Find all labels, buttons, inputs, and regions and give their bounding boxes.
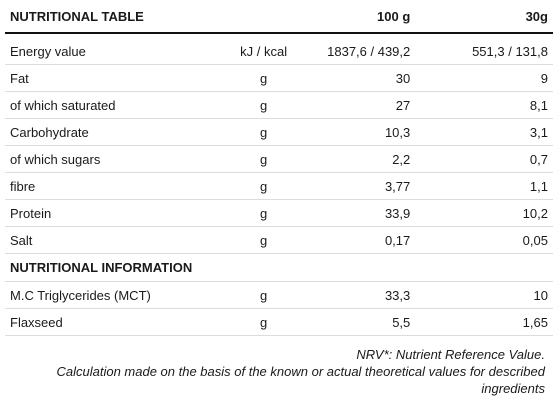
col-30g-header: 30g [525, 8, 548, 24]
value-per-30g: 1,1 [529, 178, 548, 194]
table-row: M.C Triglycerides (MCT) g 33,3 10 [5, 282, 553, 309]
nutrient-name: Protein [10, 205, 52, 221]
value-per-100g: 1837,6 / 439,2 [327, 43, 411, 59]
nutrient-name: of which saturated [10, 97, 116, 113]
nutrition-table: NUTRITIONAL TABLE 100 g 30g Energy value… [5, 0, 553, 336]
value-per-30g: 10 [533, 287, 548, 303]
value-per-100g: 0,17 [384, 232, 411, 248]
nutrient-unit: g [260, 205, 268, 221]
nutrient-unit: kJ / kcal [240, 43, 288, 59]
value-per-100g: 2,2 [392, 151, 411, 167]
nutrient-name: Salt [10, 232, 33, 248]
nrv-note: NRV*: Nutrient Reference Value. [356, 347, 545, 362]
value-per-30g: 9 [540, 70, 548, 86]
nutrient-name: of which sugars [10, 151, 101, 167]
nutrient-unit: g [260, 287, 268, 303]
value-per-30g: 0,05 [522, 232, 548, 248]
value-per-30g: 10,2 [522, 205, 548, 221]
table-row: of which saturated g 27 8,1 [5, 92, 553, 119]
calculation-note-continued: ingredients [481, 381, 545, 396]
value-per-100g: 3,77 [384, 178, 411, 194]
value-per-100g: 5,5 [392, 314, 411, 330]
table-row: Protein g 33,9 10,2 [5, 200, 553, 227]
table-row: Carbohydrate g 10,3 3,1 [5, 119, 553, 146]
table-row: of which sugars g 2,2 0,7 [5, 146, 553, 173]
value-per-100g: 33,9 [384, 205, 411, 221]
section-title: NUTRITIONAL INFORMATION [10, 260, 193, 275]
value-per-100g: 30 [395, 70, 411, 86]
footnotes: NRV*: Nutrient Reference Value. Calculat… [5, 336, 553, 397]
nutrient-name: Carbohydrate [10, 124, 89, 140]
table-title: NUTRITIONAL TABLE [10, 8, 144, 24]
nutrient-name: fibre [10, 178, 36, 194]
value-per-30g: 3,1 [529, 124, 548, 140]
table-row: Energy value kJ / kcal 1837,6 / 439,2 55… [5, 38, 553, 65]
col-100g-header: 100 g [377, 8, 411, 24]
nutrient-unit: g [260, 314, 268, 330]
section-header: NUTRITIONAL INFORMATION [5, 254, 553, 282]
nutrient-unit: g [260, 124, 268, 140]
table-row: Fat g 30 9 [5, 65, 553, 92]
nutrient-name: Energy value [10, 43, 86, 59]
value-per-30g: 1,65 [522, 314, 548, 330]
value-per-100g: 33,3 [384, 287, 411, 303]
nutrient-name: M.C Triglycerides (MCT) [10, 287, 151, 303]
nutrient-name: Fat [10, 70, 29, 86]
nutrient-unit: g [260, 151, 268, 167]
nutrient-unit: g [260, 178, 268, 194]
table-row: Flaxseed g 5,5 1,65 [5, 309, 553, 336]
nutrient-name: Flaxseed [10, 314, 63, 330]
nutrient-unit: g [260, 70, 268, 86]
nutrient-unit: g [260, 97, 268, 113]
calculation-note: Calculation made on the basis of the kno… [56, 364, 545, 379]
table-row: Salt g 0,17 0,05 [5, 227, 553, 254]
table-header: NUTRITIONAL TABLE 100 g 30g [5, 0, 553, 34]
value-per-30g: 8,1 [529, 97, 548, 113]
table-row: fibre g 3,77 1,1 [5, 173, 553, 200]
value-per-100g: 27 [395, 97, 411, 113]
value-per-30g: 0,7 [529, 151, 548, 167]
value-per-100g: 10,3 [384, 124, 411, 140]
nutrient-unit: g [260, 232, 268, 248]
value-per-30g: 551,3 / 131,8 [472, 43, 548, 59]
